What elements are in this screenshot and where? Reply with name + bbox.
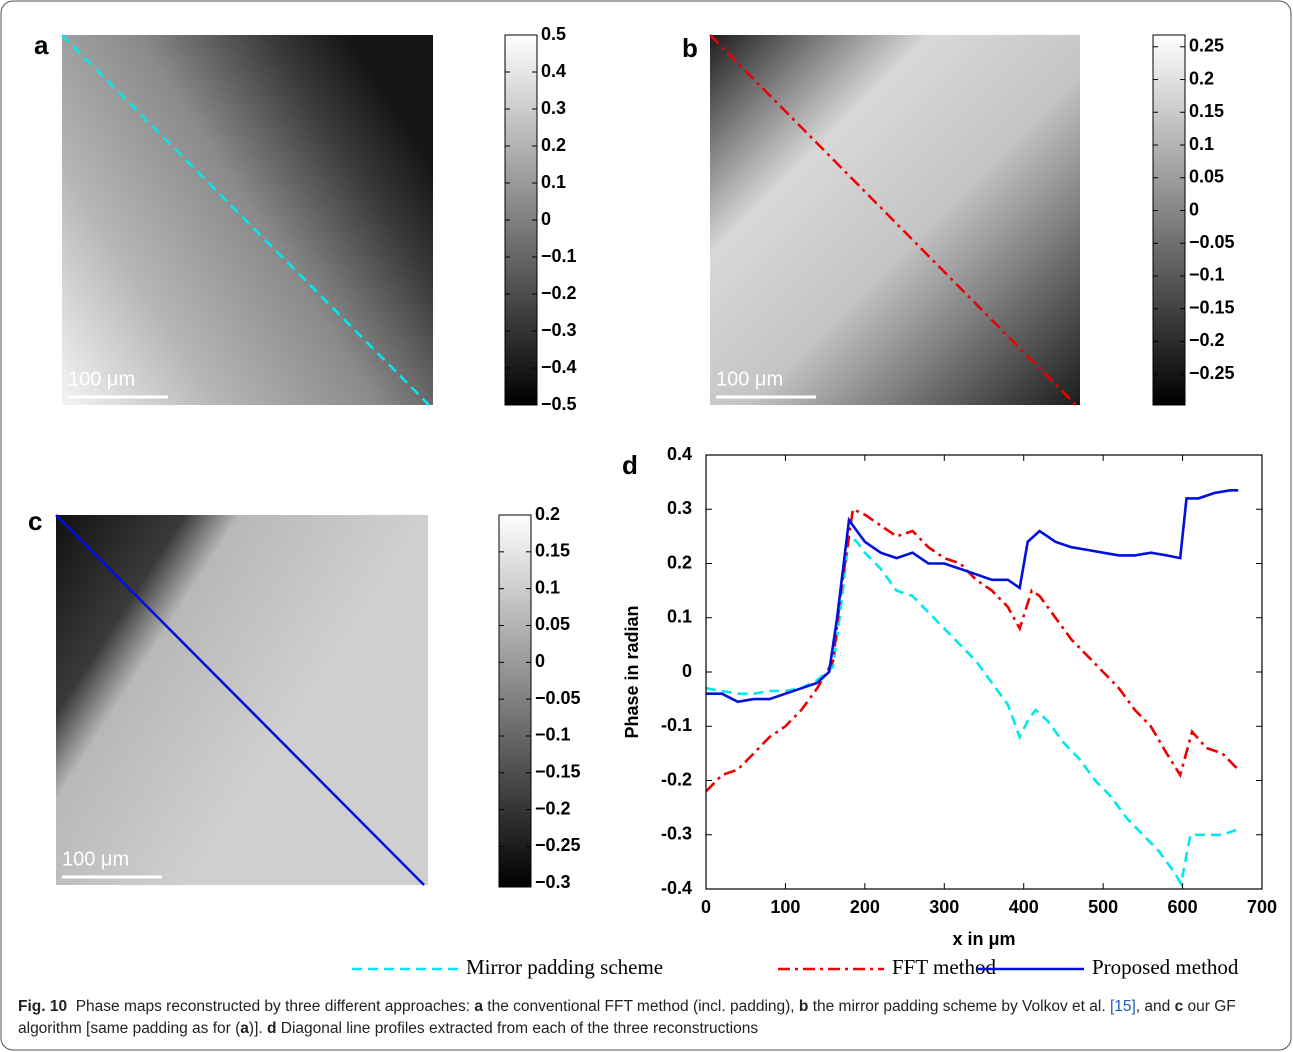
colorbar-tick-label: 0.4 <box>541 61 566 81</box>
caption-text: the conventional FFT method (incl. paddi… <box>483 998 799 1015</box>
colorbar-tick-label: −0.1 <box>1189 265 1225 285</box>
colorbar-tick-label: −0.05 <box>1189 232 1235 252</box>
colorbar-tick-label: 0.5 <box>541 24 566 44</box>
colorbar-tick-label: 0.2 <box>541 135 566 155</box>
profile-line <box>55 514 425 886</box>
colorbar-tick-label: 0.3 <box>541 98 566 118</box>
caption-text: c <box>1174 998 1184 1015</box>
colorbar-tick-label: 0.15 <box>1189 101 1224 121</box>
colorbar-tick-label: −0.15 <box>535 762 581 782</box>
colorbar-tick-label: 0.1 <box>535 577 560 597</box>
colorbar-tick-label: −0.4 <box>541 357 577 377</box>
phase-map <box>710 35 1080 405</box>
x-tick-label: 600 <box>1168 897 1198 917</box>
colorbar <box>498 514 532 888</box>
colorbar-tick-label: −0.2 <box>1189 330 1225 350</box>
caption-text: , and <box>1135 998 1175 1015</box>
caption-text: Diagonal line profiles extracted from ea… <box>276 1020 759 1037</box>
x-tick-label: 0 <box>701 897 711 917</box>
x-tick-label: 300 <box>929 897 959 917</box>
phase-map <box>62 35 433 405</box>
panel-label: b <box>682 33 698 63</box>
caption-text: )]. <box>248 1020 267 1037</box>
colorbar-tick-label: −0.3 <box>535 872 571 892</box>
caption-text: b <box>798 998 809 1015</box>
colorbar-tick-label: −0.25 <box>535 835 581 855</box>
caption-text: a <box>474 998 483 1015</box>
citation-link[interactable]: [15] <box>1109 998 1136 1015</box>
colorbar-tick-label: −0.1 <box>535 725 571 745</box>
colorbar-tick-label: 0 <box>1189 199 1199 219</box>
colorbar-tick-label: −0.05 <box>535 688 581 708</box>
series-line <box>705 507 1240 793</box>
panel-label: d <box>622 450 638 480</box>
caption-text: a <box>240 1020 249 1037</box>
y-tick-label: -0.2 <box>661 769 692 789</box>
caption: Fig. 10 Phase maps reconstructed by thre… <box>18 996 1280 1040</box>
scale-bar-label: 100 μm <box>62 848 129 870</box>
x-tick-label: 400 <box>1009 897 1039 917</box>
x-tick-label: 200 <box>850 897 880 917</box>
profile-line <box>61 34 430 406</box>
y-tick-label: 0.2 <box>667 552 692 572</box>
y-axis-title: Phase in radian <box>622 605 642 738</box>
legend-label: Proposed method <box>1092 955 1239 979</box>
series-line <box>705 534 1239 888</box>
caption-text: our GF algorithm [same padding as for ( <box>18 998 1241 1037</box>
plot-frame <box>705 454 1263 890</box>
y-tick-label: -0.1 <box>661 715 692 735</box>
scale-bar-label: 100 μm <box>68 368 135 390</box>
y-tick-label: 0.3 <box>667 498 692 518</box>
y-tick-label: -0.3 <box>661 824 692 844</box>
colorbar-tick-label: −0.2 <box>541 283 577 303</box>
colorbar-tick-label: 0.2 <box>1189 68 1214 88</box>
series-line <box>706 489 1239 704</box>
colorbar-tick-label: −0.15 <box>1189 297 1235 317</box>
profile-line <box>709 34 1077 406</box>
colorbar-tick-label: 0.25 <box>1189 36 1224 56</box>
x-axis-title: x in μm <box>952 929 1015 949</box>
panel-label: c <box>28 506 42 536</box>
y-tick-label: 0.1 <box>667 607 692 627</box>
colorbar-tick-label: −0.3 <box>541 320 577 340</box>
colorbar-tick-label: −0.25 <box>1189 363 1235 383</box>
caption-text: Phase maps reconstructed by three differ… <box>67 998 475 1015</box>
colorbar-tick-label: 0 <box>541 209 551 229</box>
colorbar-tick-label: 0.15 <box>535 541 570 561</box>
scale-bar-label: 100 μm <box>716 368 783 390</box>
y-tick-label: -0.4 <box>661 878 692 898</box>
caption-text: Fig. 10 <box>18 998 68 1015</box>
caption-text: d <box>267 1020 277 1037</box>
colorbar-tick-label: 0 <box>535 651 545 671</box>
colorbar <box>1152 34 1186 406</box>
x-tick-label: 500 <box>1088 897 1118 917</box>
y-tick-label: 0.4 <box>667 444 692 464</box>
colorbar-tick-label: 0.05 <box>535 614 570 634</box>
colorbar-tick-label: −0.1 <box>541 246 577 266</box>
y-tick-label: 0 <box>682 661 692 681</box>
colorbar-tick-label: −0.5 <box>541 394 577 414</box>
colorbar-tick-label: 0.1 <box>541 172 566 192</box>
caption-text: the mirror padding scheme by Volkov et a… <box>808 998 1110 1015</box>
legend-label: FFT method <box>892 955 997 979</box>
colorbar-tick-label: 0.1 <box>1189 134 1214 154</box>
colorbar-tick-label: −0.2 <box>535 798 571 818</box>
colorbar-tick-label: 0.05 <box>1189 167 1224 187</box>
colorbar <box>504 34 538 406</box>
x-tick-label: 700 <box>1247 897 1277 917</box>
panel-label: a <box>34 30 49 60</box>
x-tick-label: 100 <box>770 897 800 917</box>
legend-label: Mirror padding scheme <box>466 955 663 979</box>
colorbar-tick-label: 0.2 <box>535 504 560 524</box>
